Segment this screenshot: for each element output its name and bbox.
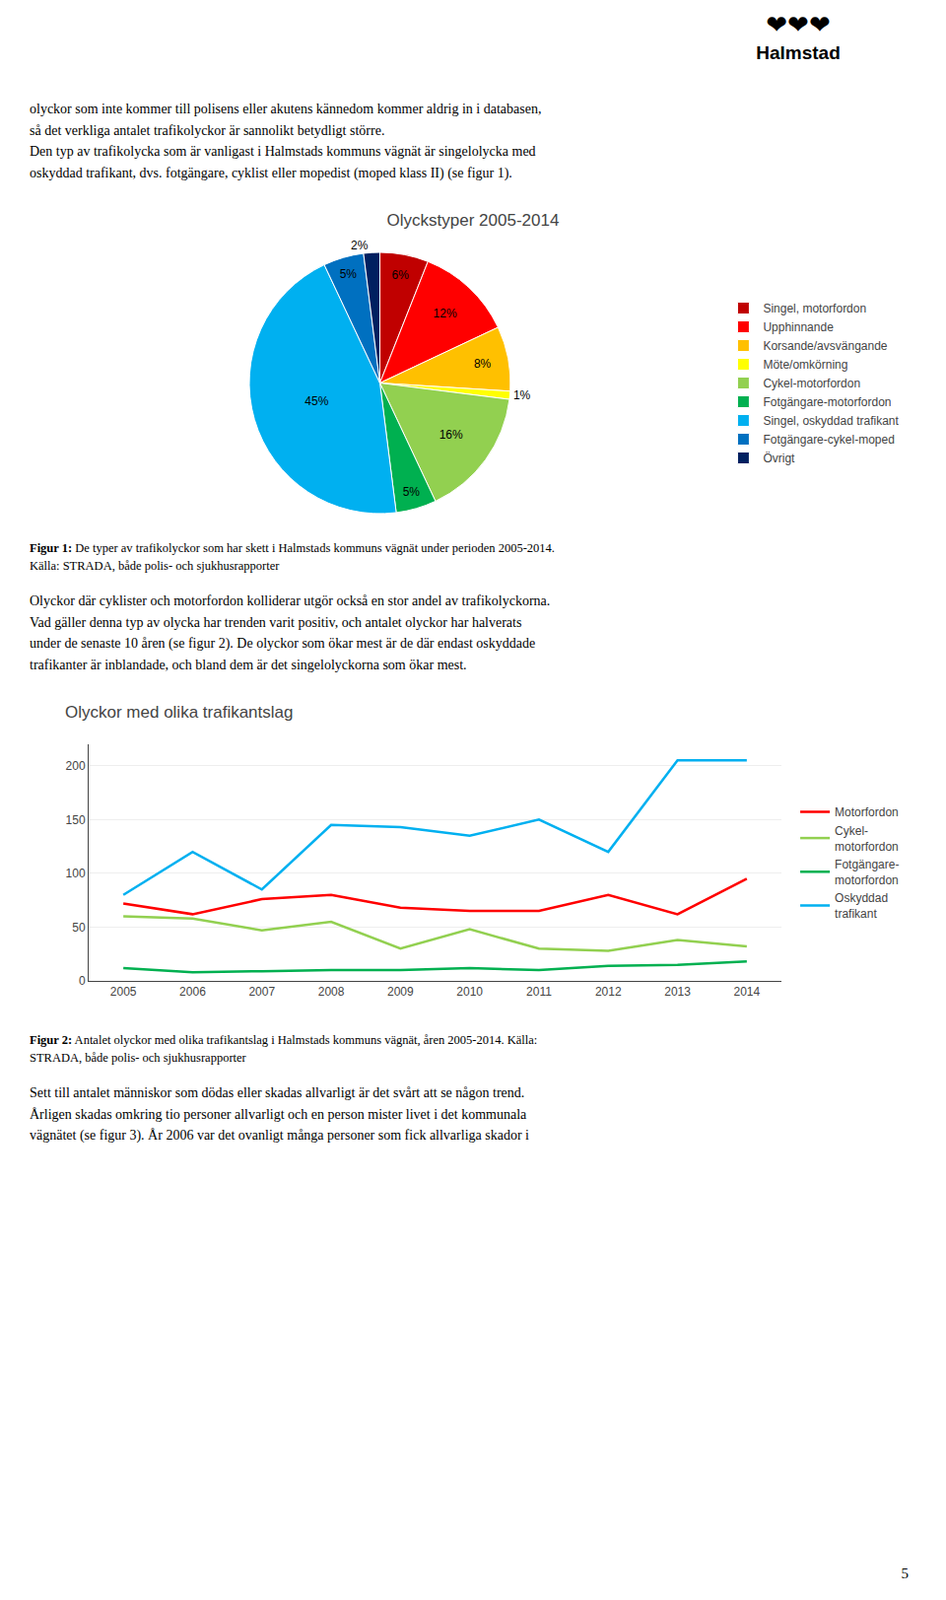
svg-text:2%: 2%: [350, 238, 369, 253]
svg-text:12%: 12%: [433, 306, 458, 321]
svg-text:Singel, oskyddad trafikant: Singel, oskyddad trafikant: [762, 413, 899, 428]
svg-text:Fotgängare-motorfordon: Fotgängare-motorfordon: [762, 395, 891, 409]
html-text:5: 5: [901, 1564, 909, 1581]
svg-text:200: 200: [66, 758, 86, 773]
html-text:Sett till antalet människor so: Sett till antalet människor som dödas el…: [29, 1084, 530, 1143]
svg-text:2014: 2014: [733, 984, 760, 999]
svg-text:Möte/omkörning: Möte/omkörning: [762, 357, 848, 372]
svg-text:5%: 5%: [339, 267, 358, 281]
svg-text:100: 100: [66, 866, 86, 880]
svg-text:8%: 8%: [473, 355, 492, 370]
svg-text:Cykel-motorfordon: Cykel-motorfordon: [834, 823, 899, 854]
svg-text:2013: 2013: [664, 984, 691, 999]
svg-text:2010: 2010: [456, 984, 483, 999]
svg-text:Upphinnande: Upphinnande: [762, 320, 834, 335]
svg-text:16%: 16%: [439, 427, 464, 442]
svg-text:45%: 45%: [304, 394, 329, 408]
svg-text:6%: 6%: [392, 268, 410, 282]
svg-text:Olyckstyper 2005-2014: Olyckstyper 2005-2014: [387, 209, 560, 229]
svg-text:150: 150: [66, 811, 86, 826]
svg-text:Övrigt: Övrigt: [762, 451, 796, 466]
svg-text:2006: 2006: [179, 984, 206, 999]
svg-text:2009: 2009: [387, 984, 414, 999]
svg-text:Olyckor med olika trafikantsla: Olyckor med olika trafikantslag: [65, 701, 293, 721]
svg-text:Cykel-motorfordon: Cykel-motorfordon: [762, 376, 861, 391]
svg-text:2011: 2011: [526, 984, 552, 999]
svg-text:2005: 2005: [110, 984, 137, 999]
html-text:Figur 2: Antalet olyckor med o: Figur 2: Antalet olyckor med olika trafi…: [29, 1032, 538, 1065]
svg-text:2012: 2012: [595, 984, 622, 999]
svg-text:2007: 2007: [248, 984, 275, 999]
svg-text:5%: 5%: [403, 483, 421, 498]
html-text:olyckor som inte kommer till p: olyckor som inte kommer till polisens el…: [29, 101, 542, 181]
svg-text:Oskyddadtrafikant: Oskyddadtrafikant: [834, 890, 888, 921]
svg-text:Korsande/avsvängande: Korsande/avsvängande: [762, 338, 887, 353]
svg-text:0: 0: [78, 973, 86, 988]
svg-text:Singel, motorfordon: Singel, motorfordon: [762, 301, 867, 316]
svg-text:Fotgängare-cykel-moped: Fotgängare-cykel-moped: [762, 432, 894, 447]
svg-text:1%: 1%: [513, 388, 532, 403]
svg-text:50: 50: [71, 919, 86, 934]
svg-text:Fotgängare-motorfordon: Fotgängare-motorfordon: [834, 857, 899, 887]
svg-text:2008: 2008: [318, 984, 345, 999]
svg-text:Motorfordon: Motorfordon: [834, 805, 899, 819]
html-text:Halmstad: Halmstad: [756, 42, 841, 64]
html-text:Figur 1: De typer av trafikoly: Figur 1: De typer av trafikolyckor som h…: [29, 540, 555, 573]
html-text:Olyckor där cyklister och moto: Olyckor där cyklister och motorfordon ko…: [29, 593, 551, 673]
